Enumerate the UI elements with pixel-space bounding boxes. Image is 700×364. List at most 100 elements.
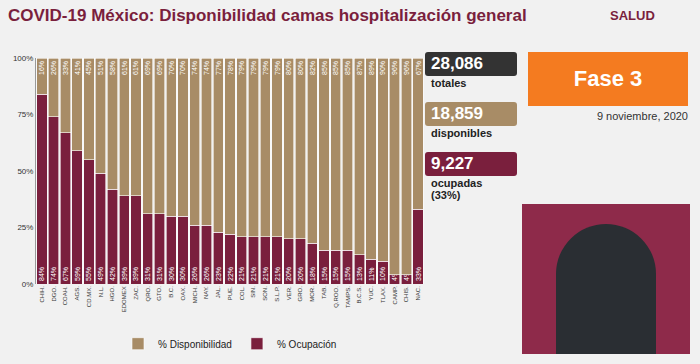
svg-text:TAMPS.: TAMPS.: [345, 286, 351, 308]
svg-text:96%: 96%: [403, 61, 410, 75]
svg-text:CHIH.: CHIH.: [39, 286, 45, 303]
svg-text:15%: 15%: [321, 267, 328, 281]
svg-text:26%: 26%: [203, 267, 210, 281]
svg-text:45%: 45%: [85, 61, 92, 75]
svg-text:COL.: COL.: [239, 286, 245, 300]
svg-text:87%: 87%: [356, 61, 363, 75]
svg-text:67%: 67%: [62, 267, 69, 281]
svg-text:21%: 21%: [274, 267, 281, 281]
svg-text:26%: 26%: [191, 267, 198, 281]
svg-text:90%: 90%: [379, 61, 386, 75]
svg-text:30%: 30%: [179, 267, 186, 281]
svg-text:80%: 80%: [297, 61, 304, 75]
svg-text:50%: 50%: [17, 167, 33, 176]
svg-text:21%: 21%: [262, 267, 269, 281]
svg-text:DGO.: DGO.: [51, 286, 57, 302]
svg-text:51%: 51%: [97, 61, 104, 75]
svg-text:84%: 84%: [38, 267, 45, 281]
svg-text:22%: 22%: [227, 267, 234, 281]
svg-text:96%: 96%: [391, 61, 398, 75]
svg-text:0%: 0%: [22, 280, 34, 289]
svg-text:JAL.: JAL.: [215, 286, 221, 298]
svg-text:78%: 78%: [227, 61, 234, 75]
svg-text:79%: 79%: [262, 61, 269, 75]
svg-text:20%: 20%: [297, 267, 304, 281]
svg-text:SIN.: SIN.: [250, 286, 256, 298]
svg-text:33%: 33%: [415, 267, 422, 281]
svg-text:SON.: SON.: [262, 286, 268, 301]
svg-text:GRO.: GRO.: [298, 286, 304, 302]
svg-text:MICH.: MICH.: [192, 286, 198, 303]
svg-text:59%: 59%: [74, 267, 81, 281]
svg-text:79%: 79%: [274, 61, 281, 75]
svg-text:GTO.: GTO.: [156, 286, 162, 301]
svg-text:TAB.: TAB.: [321, 286, 327, 299]
svg-text:85%: 85%: [332, 61, 339, 75]
svg-text:70%: 70%: [179, 61, 186, 75]
svg-text:% Disponibilidad: % Disponibilidad: [158, 339, 232, 350]
svg-text:15%: 15%: [332, 267, 339, 281]
svg-text:VER.: VER.: [286, 286, 292, 300]
svg-text:CAMP.: CAMP.: [392, 286, 398, 305]
svg-text:4%: 4%: [391, 271, 398, 281]
svg-text:10%: 10%: [379, 267, 386, 281]
svg-text:CD.MX.: CD.MX.: [86, 286, 92, 307]
svg-text:4%: 4%: [403, 271, 410, 281]
svg-text:23%: 23%: [215, 267, 222, 281]
svg-text:100%: 100%: [13, 54, 33, 63]
svg-text:B.C.: B.C.: [168, 286, 174, 298]
svg-text:21%: 21%: [238, 267, 245, 281]
svg-text:QRO.: QRO.: [145, 286, 151, 302]
svg-text:75%: 75%: [17, 110, 33, 119]
svg-text:42%: 42%: [109, 267, 116, 281]
svg-text:74%: 74%: [50, 267, 57, 281]
svg-text:85%: 85%: [321, 61, 328, 75]
svg-text:TLAX.: TLAX.: [380, 286, 386, 303]
svg-text:30%: 30%: [168, 267, 175, 281]
svg-text:74%: 74%: [191, 61, 198, 75]
svg-text:79%: 79%: [238, 61, 245, 75]
svg-text:15%: 15%: [344, 267, 351, 281]
svg-text:18%: 18%: [309, 267, 316, 281]
svg-text:ZAC.: ZAC.: [133, 286, 139, 300]
svg-text:31%: 31%: [156, 267, 163, 281]
svg-text:85%: 85%: [344, 61, 351, 75]
svg-text:MOR.: MOR.: [309, 286, 315, 302]
svg-text:31%: 31%: [144, 267, 151, 281]
svg-text:NAY.: NAY.: [203, 286, 209, 299]
svg-text:YUC.: YUC.: [368, 286, 374, 301]
svg-text:70%: 70%: [168, 61, 175, 75]
svg-text:NAC.: NAC.: [415, 286, 421, 301]
svg-text:HGO.: HGO.: [109, 286, 115, 302]
svg-text:21%: 21%: [250, 267, 257, 281]
svg-text:11%: 11%: [368, 268, 375, 282]
svg-text:16%: 16%: [38, 61, 45, 75]
svg-text:S.L.P.: S.L.P.: [274, 286, 280, 302]
svg-text:13%: 13%: [356, 267, 363, 281]
svg-text:Q.ROO.: Q.ROO.: [333, 286, 339, 308]
svg-text:PUE.: PUE.: [227, 286, 233, 300]
svg-text:79%: 79%: [250, 61, 257, 75]
svg-text:55%: 55%: [85, 267, 92, 281]
svg-text:77%: 77%: [215, 61, 222, 75]
svg-text:69%: 69%: [156, 61, 163, 75]
svg-text:89%: 89%: [368, 61, 375, 75]
svg-text:COAH.: COAH.: [62, 286, 68, 305]
svg-text:61%: 61%: [121, 61, 128, 75]
svg-text:82%: 82%: [309, 61, 316, 75]
svg-text:39%: 39%: [132, 267, 139, 281]
svg-text:69%: 69%: [144, 61, 151, 75]
svg-text:% Ocupación: % Ocupación: [277, 339, 336, 350]
svg-text:49%: 49%: [97, 267, 104, 281]
svg-text:N.L.: N.L.: [98, 286, 104, 297]
svg-text:CHIS.: CHIS.: [403, 286, 409, 302]
svg-text:41%: 41%: [74, 61, 81, 75]
svg-text:26%: 26%: [50, 61, 57, 75]
svg-text:61%: 61%: [132, 61, 139, 75]
svg-text:33%: 33%: [62, 61, 69, 75]
svg-text:74%: 74%: [203, 61, 210, 75]
svg-text:AGS.: AGS.: [74, 286, 80, 301]
svg-text:58%: 58%: [109, 61, 116, 75]
svg-text:39%: 39%: [121, 267, 128, 281]
svg-text:B.C.S.: B.C.S.: [356, 286, 362, 304]
